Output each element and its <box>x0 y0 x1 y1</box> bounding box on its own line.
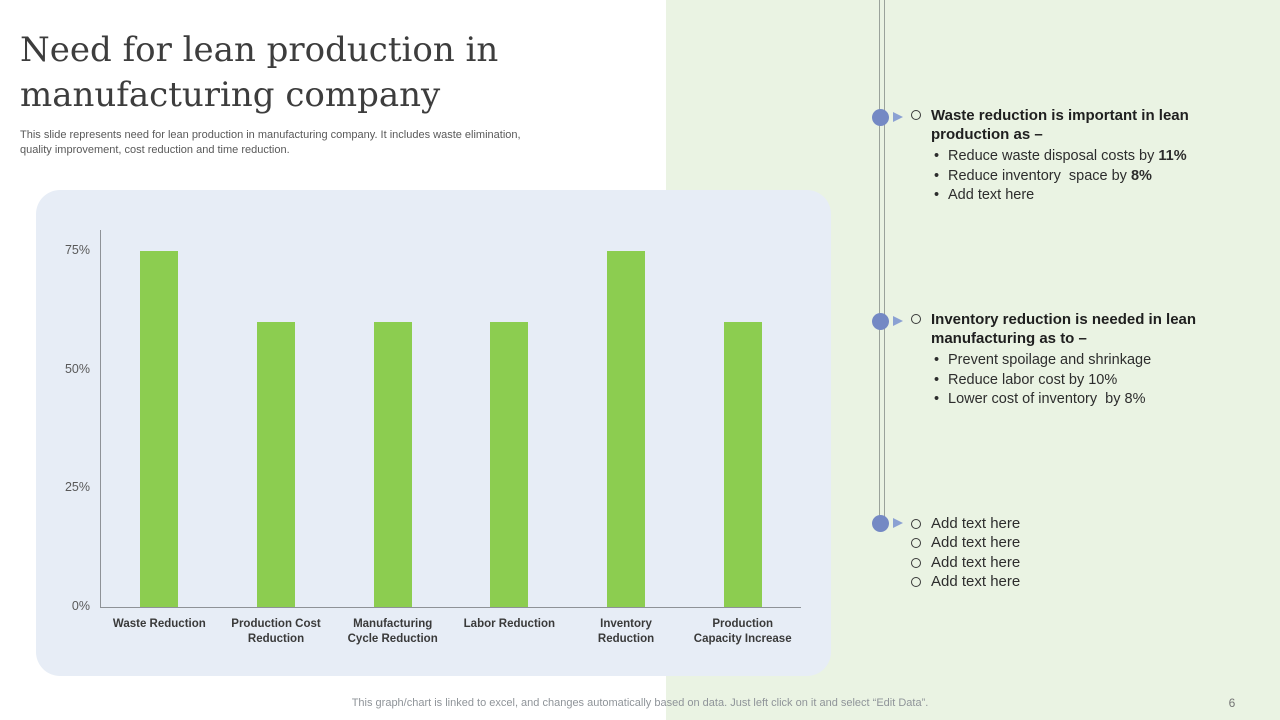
placeholder-text: Add text here <box>931 553 1021 571</box>
footer-note: This graph/chart is linked to excel, and… <box>351 697 929 709</box>
bullet-dot-icon: • <box>934 391 940 407</box>
block-heading: Inventory reduction is needed in lean ma… <box>905 310 1267 348</box>
bullet-dot-icon: • <box>934 352 940 368</box>
bullet-text: Add text here <box>948 187 1035 203</box>
placeholder-text: Add text here <box>931 534 1021 552</box>
x-category-label: Waste Reduction <box>112 618 206 630</box>
x-category-label: Production Cost Reduction <box>231 618 321 645</box>
chart-axes <box>100 230 801 608</box>
y-tick-label: 50% <box>64 362 90 376</box>
bullet-text: Reduce inventory space by <box>948 167 1131 184</box>
triangle-arrow-icon <box>893 112 903 122</box>
placeholder-text: Add text here <box>931 572 1021 590</box>
chart-bar <box>490 322 529 607</box>
triangle-arrow-icon <box>893 518 903 528</box>
bullet-dot-icon: • <box>934 371 940 388</box>
timeline-marker-1 <box>872 109 908 127</box>
placeholder-item: Add text here <box>905 572 1267 591</box>
circle-bullet-icon <box>911 576 921 587</box>
bullet-text: Lower cost of inventory by 8% <box>948 391 1146 407</box>
bullet-item: • Reduce inventory space by 8% <box>934 167 1267 187</box>
bullet-text-bold: 8% <box>1130 167 1152 184</box>
circle-marker-icon <box>872 313 889 330</box>
bullet-item: • Reduce labor cost by 10% <box>934 371 1267 391</box>
triangle-arrow-icon <box>893 316 903 326</box>
chart-bar <box>257 322 295 607</box>
circle-marker-icon <box>872 109 889 126</box>
page-title: Need for lean production in manufacturin… <box>20 30 499 115</box>
chart-bar-slot <box>568 251 685 607</box>
bullet-list: • Prevent spoilage and shrinkage • Reduce l… <box>934 351 1267 410</box>
placeholder-item: Add text here <box>905 533 1267 552</box>
x-axis-labels: Waste Reduction Production Cost Reduction… <box>101 617 801 647</box>
timeline-marker-3 <box>872 515 908 533</box>
bullet-item: • Lower cost of inventory by 8% <box>934 390 1267 410</box>
bullet-dot-icon: • <box>934 148 940 164</box>
block-heading: Waste reduction is important in lean pro… <box>905 106 1267 144</box>
bar-chart[interactable]: 0% 25% 50% 75% Waste Reduction Production Co… <box>36 190 831 676</box>
slide-subtitle: This slide represents need for lean prod… <box>20 129 521 156</box>
bullet-text: Prevent spoilage and shrinkage <box>948 352 1152 368</box>
circle-marker-icon <box>872 515 889 532</box>
placeholder-text: Add text here <box>931 515 1021 532</box>
placeholder-list: Add text here Add text here Add text here A… <box>905 514 1267 591</box>
circle-bullet-icon <box>911 557 921 568</box>
timeline-marker-2 <box>872 313 908 331</box>
chart-bar <box>140 251 179 607</box>
chart-bar-slot <box>684 322 801 607</box>
bullet-list: • Reduce waste disposal costs by 11% • Redu… <box>934 147 1267 206</box>
chart-bar-slot <box>451 322 568 607</box>
text-block-inventory-reduction: Inventory reduction is needed in lean ma… <box>905 310 1267 410</box>
bullet-dot-icon: • <box>934 167 940 184</box>
text-block-waste-reduction: Waste reduction is important in lean pro… <box>905 106 1267 206</box>
block-heading-text: Waste reduction is important in lean pro… <box>931 107 1189 143</box>
y-tick-label: 25% <box>64 480 90 494</box>
circle-bullet-icon <box>911 314 921 324</box>
chart-bar-slot <box>334 322 451 607</box>
page-number: 6 <box>1228 696 1236 710</box>
circle-bullet-icon <box>911 519 921 529</box>
chart-bar <box>373 322 412 607</box>
bullet-dot-icon: • <box>934 187 940 203</box>
y-tick-label: 0% <box>71 599 90 613</box>
bullet-item: • Reduce waste disposal costs by 11% <box>934 147 1267 167</box>
bullet-text-bold: 11% <box>1158 148 1187 164</box>
x-category-label: Inventory Reduction <box>597 618 655 645</box>
x-category-label: Labor Reduction <box>463 618 556 630</box>
chart-bar <box>723 322 762 607</box>
y-tick-label: 75% <box>64 243 90 257</box>
x-category-label: Production Capacity Increase <box>693 618 792 645</box>
circle-bullet-icon <box>911 110 921 120</box>
bullet-text: Reduce waste disposal costs by <box>948 148 1159 164</box>
x-category-label: Manufacturing Cycle Reduction <box>347 618 438 645</box>
bullet-item: • Add text here <box>934 186 1267 206</box>
chart-bar-slot <box>101 251 218 607</box>
bullet-text: Reduce labor cost by 10% <box>948 371 1118 388</box>
placeholder-item: Add text here <box>905 553 1267 572</box>
block-heading-text: Inventory reduction is needed in lean ma… <box>931 311 1197 347</box>
circle-bullet-icon <box>911 538 921 549</box>
chart-bar <box>607 251 646 607</box>
text-block-placeholder: Add text here Add text here Add text here A… <box>905 514 1267 591</box>
chart-bars <box>101 230 801 607</box>
bullet-item: • Prevent spoilage and shrinkage <box>934 351 1267 371</box>
timeline-double-line <box>879 0 885 524</box>
chart-bar-slot <box>218 322 335 607</box>
placeholder-item: Add text here <box>905 514 1267 533</box>
